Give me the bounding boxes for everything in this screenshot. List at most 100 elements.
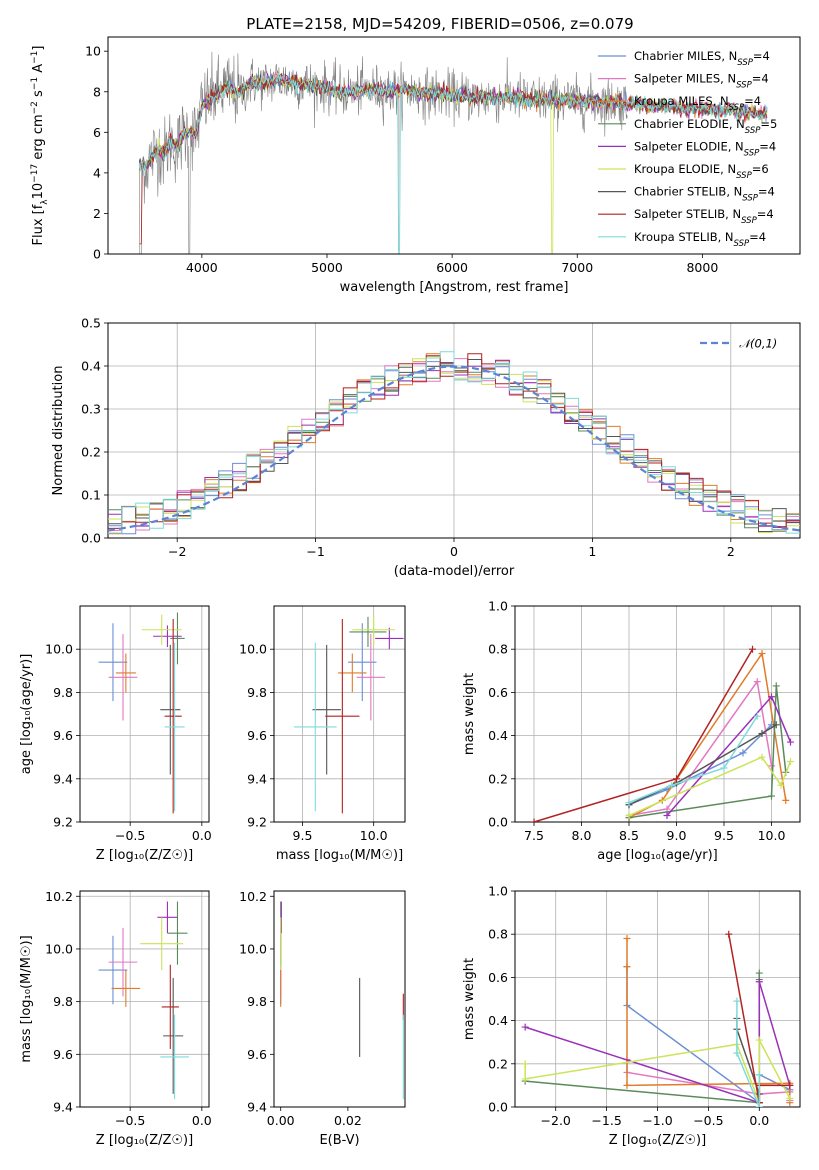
y-tick-label: 6	[93, 125, 101, 140]
errorbar-point-kroupa-miles	[111, 970, 141, 1007]
weight-marker	[786, 1094, 794, 1102]
x-axis-label: Z [log₁₀(Z/Z☉)]	[96, 848, 193, 863]
y-tick-label: 0.0	[81, 531, 101, 546]
model-line-kroupa-stelib	[138, 72, 768, 254]
x-tick-label: 6000	[436, 260, 468, 275]
legend-label: Kroupa MILES, NSSP=4	[634, 94, 761, 113]
axes-frame	[514, 605, 801, 823]
weight-marker	[777, 781, 785, 789]
errorbar-point-salpeter-stelib	[161, 964, 179, 1050]
legend-item-chabrier-stelib: Chabrier STELIB, NSSP=4	[598, 185, 775, 204]
y-tick-label: 0.6	[488, 685, 508, 700]
weight-series-salpeter-stelib	[530, 645, 756, 822]
x-axis-label: Z [log₁₀(Z/Z☉)]	[609, 1133, 706, 1148]
errorbar-point-kroupa-elodie	[141, 614, 182, 645]
weight-marker	[755, 1036, 763, 1044]
errorbar-point-salpeter-elodie	[153, 625, 182, 648]
x-tick-label: 4000	[186, 260, 218, 275]
x-tick-label: −1.0	[642, 1113, 672, 1128]
errorbar-point-chabrier-stelib	[163, 977, 184, 1094]
y-axis-label: Flux [fλ10−17 erg cm−2 s−1 A−1]	[30, 46, 50, 246]
weight-marker	[768, 762, 775, 770]
weight-marker	[758, 729, 766, 737]
legend-label: Chabrier MILES, NSSP=4	[634, 49, 770, 68]
y-tick-label: 0.8	[488, 927, 508, 942]
weight-marker	[733, 1049, 741, 1057]
errorbar-point-kroupa-stelib	[164, 642, 185, 812]
weight-marker	[733, 997, 741, 1005]
y-tick-label: 10.2	[45, 889, 73, 904]
weight-marker	[755, 1103, 763, 1107]
weight-marker	[521, 1060, 529, 1068]
legend-label: Salpeter STELIB, NSSP=4	[634, 207, 774, 226]
y-tick-label: 0.4	[81, 359, 101, 374]
x-tick-label: −2.0	[541, 1113, 571, 1128]
legend-item-salpeter-miles: Salpeter MILES, NSSP=4	[598, 72, 769, 91]
weight-marker	[625, 799, 633, 807]
y-tick-label: 9.4	[247, 1100, 267, 1115]
weight-marker	[749, 645, 756, 653]
x-axis-label: age [log₁₀(age/yr)]	[597, 848, 718, 863]
errorbar-point-salpeter-stelib	[164, 618, 182, 814]
y-tick-label: 9.8	[53, 994, 73, 1009]
y-tick-label: 9.2	[247, 815, 267, 830]
weight-marker	[530, 818, 538, 822]
errorbar-point-salpeter-stelib	[325, 618, 360, 814]
x-tick-label: −0.5	[115, 1113, 145, 1128]
y-tick-label: 10.0	[45, 642, 73, 657]
y-axis-label: age [log₁₀(age/yr)]	[19, 654, 34, 775]
y-axis-label: mass weight	[462, 958, 477, 1040]
axes-frame	[107, 36, 801, 255]
weight-marker	[720, 764, 728, 772]
y-tick-label: 0.1	[81, 488, 101, 503]
weight-marker	[755, 978, 763, 986]
errorbar-point-salpeter-miles	[356, 634, 386, 721]
weight-line	[628, 724, 773, 806]
x-tick-label: 9.0	[667, 828, 687, 843]
legend-label: 𝒩(0,1)	[739, 337, 777, 351]
y-tick-label: 9.8	[247, 994, 267, 1009]
weight-line	[628, 715, 758, 804]
x-tick-label: 8.5	[619, 828, 639, 843]
mass-vs-metallicity-panel: −0.5 0.0 9.4 9.6 9.8 10.0 10.2 Z [log₁₀(Z/Z☉)] m…	[19, 889, 212, 1148]
weight-marker	[787, 738, 794, 746]
weight-marker	[772, 721, 780, 729]
legend-label: Kroupa ELODIE, NSSP=6	[634, 162, 769, 181]
y-tick-label: 0.2	[488, 771, 508, 786]
errorbar-point-chabrier-stelib	[160, 644, 181, 775]
model-line-kroupa-miles	[138, 72, 768, 171]
weight-marker	[753, 678, 761, 686]
weight-series-kroupa-elodie	[625, 753, 794, 820]
axes-frame	[79, 890, 210, 1108]
legend-label: Chabrier ELODIE, NSSP=5	[634, 117, 777, 136]
errorbar-point-salpeter-elodie	[157, 901, 178, 934]
y-axis-label: mass weight	[462, 673, 477, 755]
legend-item-kroupa-elodie: Kroupa ELODIE, NSSP=6	[598, 162, 769, 181]
weight-marker	[663, 812, 671, 820]
x-tick-label: −1	[306, 544, 324, 559]
y-tick-label: 0.2	[488, 1056, 508, 1071]
weight-marker	[755, 969, 763, 977]
y-tick-label: 10.2	[239, 889, 267, 904]
weight-line	[736, 1001, 761, 1107]
x-tick-label: 7.5	[524, 828, 544, 843]
errorbar-point-salpeter-miles	[108, 927, 138, 997]
weight-marker	[758, 753, 766, 761]
plot-area	[138, 51, 768, 254]
errorbar-point-kroupa-stelib	[293, 642, 337, 812]
plot-area	[98, 901, 189, 1100]
weight-series-kroupa-stelib	[625, 712, 761, 807]
x-axis-label: Z [log₁₀(Z/Z☉)]	[96, 1133, 193, 1148]
figure-title: PLATE=2158, MJD=54209, FIBERID=0506, z=0…	[246, 15, 633, 33]
errorbar-point-chabrier-elodie	[167, 901, 188, 965]
x-tick-label: 2	[727, 544, 735, 559]
legend-item-salpeter-stelib: Salpeter STELIB, NSSP=4	[598, 207, 774, 226]
y-tick-label: 1.0	[488, 884, 508, 899]
y-tick-label: 0.5	[81, 316, 101, 331]
legend-label: Chabrier STELIB, NSSP=4	[634, 185, 775, 204]
x-axis-label: wavelength [Angstrom, rest frame]	[340, 280, 569, 295]
gaussian-reference-curve	[108, 365, 800, 532]
legend-label: Kroupa STELIB, NSSP=4	[634, 230, 766, 249]
y-tick-label: 10.0	[239, 941, 267, 956]
x-tick-label: 5000	[311, 260, 343, 275]
